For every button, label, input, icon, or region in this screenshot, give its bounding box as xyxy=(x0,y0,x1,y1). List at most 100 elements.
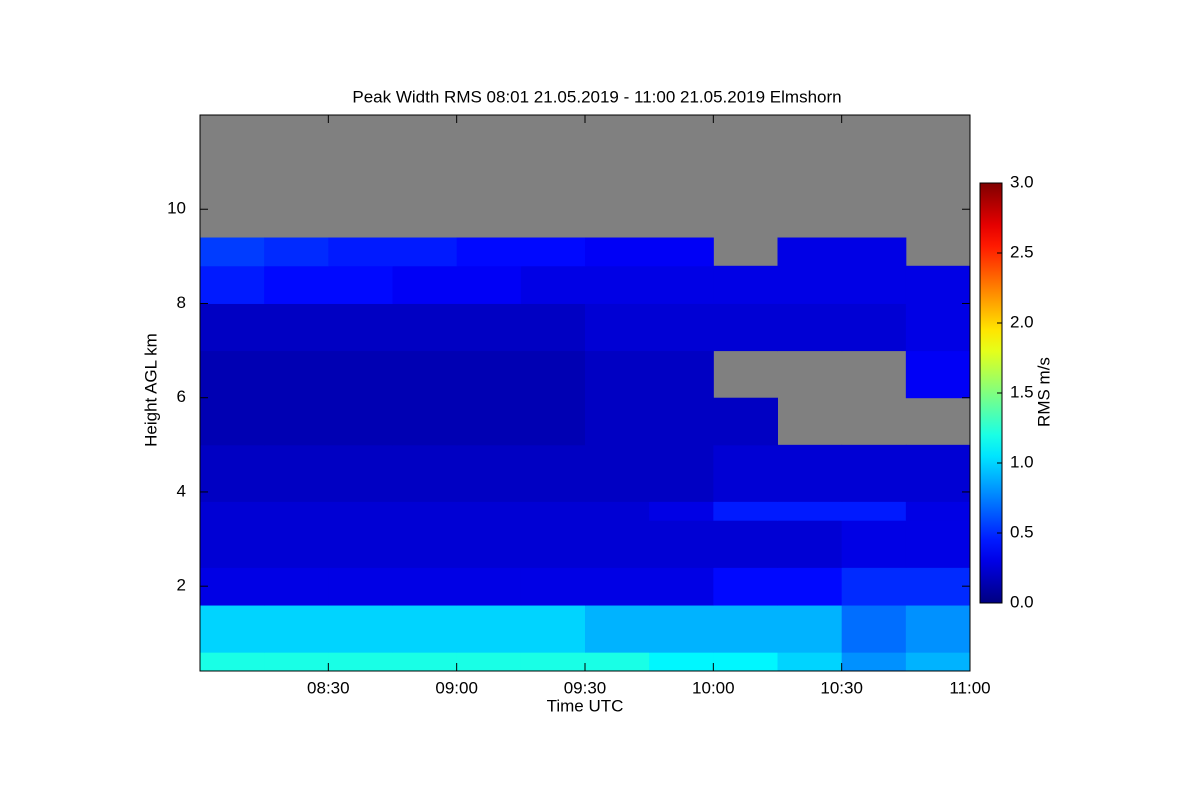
x-axis-label: Time UTC xyxy=(547,696,624,715)
heatmap-cell xyxy=(841,520,907,568)
heatmap-cell xyxy=(649,237,714,267)
x-tick-label: 09:30 xyxy=(564,678,607,697)
heatmap-cell xyxy=(200,520,265,568)
heatmap-cell xyxy=(456,397,522,446)
colorbar-label: RMS m/s xyxy=(1034,357,1053,427)
heatmap-cell xyxy=(264,350,329,399)
y-tick-label: 10 xyxy=(167,199,186,218)
heatmap-cell xyxy=(777,652,843,672)
y-tick-label: 2 xyxy=(177,576,186,595)
heatmap-cell xyxy=(328,237,393,267)
heatmap-cell xyxy=(200,265,265,304)
y-tick-label: 6 xyxy=(177,387,186,406)
y-axis-label: Height AGL km xyxy=(141,333,160,447)
heatmap-cell xyxy=(200,237,265,267)
heatmap-cell xyxy=(841,444,907,502)
heatmap-cell xyxy=(264,237,329,267)
heatmap-cell xyxy=(264,520,329,568)
heatmap-cell xyxy=(905,605,971,653)
heatmap-cell xyxy=(392,350,458,399)
heatmap-cell xyxy=(264,265,329,304)
heatmap-cell xyxy=(777,520,843,568)
heatmap-cell xyxy=(456,652,522,672)
chart-title: Peak Width RMS 08:01 21.05.2019 - 11:00 … xyxy=(352,87,841,106)
heatmap-cell xyxy=(585,605,650,653)
heatmap-cell xyxy=(585,303,650,352)
heatmap-cell xyxy=(392,237,458,267)
heatmap-cell xyxy=(585,444,650,502)
heatmap-cell xyxy=(777,501,843,521)
heatmap-cell xyxy=(777,237,843,267)
heatmap-cell xyxy=(392,265,458,304)
heatmap-cell xyxy=(841,605,907,653)
heatmap-cell xyxy=(520,303,586,352)
heatmap-cell xyxy=(392,652,458,672)
heatmap-cell xyxy=(649,303,714,352)
heatmap-cell xyxy=(520,567,586,606)
x-tick-label: 10:00 xyxy=(692,678,735,697)
heatmap-cell xyxy=(713,303,778,352)
heatmap-cell xyxy=(585,397,650,446)
x-tick-label: 09:00 xyxy=(435,678,478,697)
x-tick-label: 10:30 xyxy=(820,678,863,697)
heatmap-cell xyxy=(713,567,778,606)
heatmap-cell xyxy=(520,501,586,521)
heatmap-cell xyxy=(841,265,907,304)
colorbar-tick-label: 0.0 xyxy=(1010,592,1034,611)
heatmap-cell xyxy=(585,652,650,672)
heatmap-cell xyxy=(456,567,522,606)
heatmap-cell xyxy=(392,520,458,568)
heatmap-cell xyxy=(520,520,586,568)
heatmap-cell xyxy=(713,501,778,521)
heatmap-cell xyxy=(905,520,971,568)
heatmap-cell xyxy=(264,605,329,653)
heatmap-cell xyxy=(328,303,393,352)
colorbar-tick-label: 3.0 xyxy=(1010,172,1034,191)
heatmap-cell xyxy=(392,567,458,606)
colorbar-tick-label: 2.0 xyxy=(1010,312,1034,331)
heatmap-cell xyxy=(713,397,778,446)
heatmap-cell xyxy=(905,567,971,606)
heatmap-cell xyxy=(520,237,586,267)
heatmap-cell xyxy=(841,237,907,267)
heatmap-cell xyxy=(392,397,458,446)
colorbar-tick-label: 1.0 xyxy=(1010,452,1034,471)
heatmap-cell xyxy=(520,652,586,672)
heatmap-cell xyxy=(777,303,843,352)
heatmap-cell xyxy=(649,605,714,653)
heatmap-cell xyxy=(200,350,265,399)
heatmap-cell xyxy=(713,265,778,304)
heatmap-cell xyxy=(328,520,393,568)
heatmap-cell xyxy=(200,652,265,672)
heatmap-cell xyxy=(713,605,778,653)
heatmap-cell xyxy=(585,237,650,267)
heatmap-cell xyxy=(264,567,329,606)
heatmap-cell xyxy=(713,652,778,672)
heatmap-cell xyxy=(905,265,971,304)
heatmap-cell xyxy=(200,605,265,653)
heatmap-cell xyxy=(392,444,458,502)
heatmap-cell xyxy=(264,501,329,521)
heatmap-cell xyxy=(200,397,265,446)
heatmap-cell xyxy=(905,303,971,352)
heatmap-cell xyxy=(649,397,714,446)
heatmap-cell xyxy=(328,501,393,521)
heatmap-cell xyxy=(585,501,650,521)
heatmap-cell xyxy=(456,444,522,502)
heatmap-cell xyxy=(264,303,329,352)
colorbar-tick-label: 0.5 xyxy=(1010,522,1034,541)
heatmap-cell xyxy=(456,520,522,568)
heatmap-cell xyxy=(777,265,843,304)
heatmap-cell xyxy=(841,303,907,352)
heatmap-cell xyxy=(841,567,907,606)
heatmap-cell xyxy=(585,520,650,568)
heatmap-cell xyxy=(200,501,265,521)
heatmap-cell xyxy=(649,567,714,606)
heatmap-cell xyxy=(777,444,843,502)
heatmap-cell xyxy=(392,501,458,521)
heatmap-cell xyxy=(649,501,714,521)
heatmap-cell xyxy=(456,303,522,352)
heatmap-cell xyxy=(328,605,393,653)
heatmap-cell xyxy=(649,520,714,568)
heatmap-cell xyxy=(777,567,843,606)
